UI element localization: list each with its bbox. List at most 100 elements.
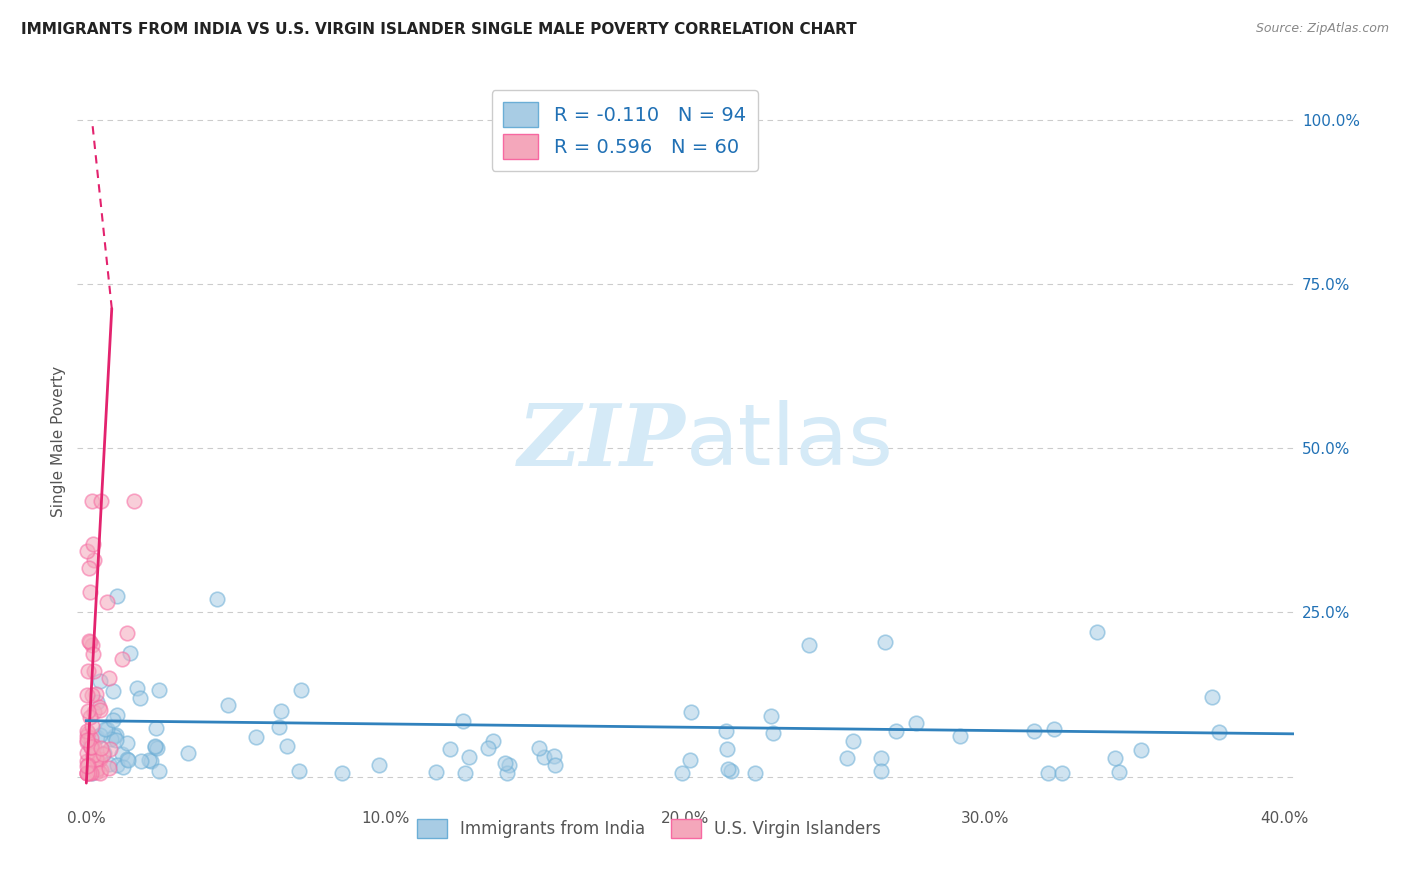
Point [544, 758, 567, 772]
Text: atlas: atlas [686, 400, 893, 483]
Point [1042, 722, 1064, 736]
Point [762, 726, 785, 740]
Point [84, 764, 107, 779]
Point [94, 722, 117, 736]
Point [86, 695, 108, 709]
Point [1038, 766, 1060, 780]
Point [842, 733, 865, 747]
Point [76, 759, 98, 773]
Point [1052, 766, 1074, 780]
Point [82, 537, 104, 551]
Point [77, 664, 100, 678]
Point [720, 764, 742, 778]
Point [80, 739, 103, 753]
Point [129, 754, 152, 768]
Point [111, 652, 134, 666]
Point [89, 728, 111, 742]
Point [267, 720, 290, 734]
Point [148, 764, 170, 778]
Point [716, 742, 738, 756]
Point [105, 707, 128, 722]
Point [761, 709, 783, 723]
Point [104, 728, 127, 742]
Point [103, 713, 125, 727]
Point [90, 740, 112, 755]
Point [79, 731, 101, 745]
Point [89, 703, 111, 717]
Text: ZIP: ZIP [517, 400, 686, 483]
Point [276, 739, 298, 754]
Point [89, 752, 111, 766]
Point [107, 589, 129, 603]
Point [115, 626, 138, 640]
Point [77, 726, 100, 740]
Point [498, 758, 520, 772]
Point [97, 671, 120, 685]
Point [875, 634, 897, 648]
Point [138, 753, 160, 767]
Point [86, 730, 108, 744]
Point [89, 766, 111, 780]
Point [86, 754, 108, 768]
Point [870, 764, 893, 778]
Point [949, 729, 972, 743]
Point [714, 723, 737, 738]
Point [82, 747, 104, 762]
Point [458, 750, 481, 764]
Point [76, 766, 98, 780]
Point [82, 719, 104, 733]
Point [76, 732, 98, 747]
Point [115, 736, 138, 750]
Point [477, 741, 499, 756]
Point [245, 731, 267, 745]
Point [905, 715, 928, 730]
Point [84, 756, 107, 770]
Point [145, 721, 167, 735]
Point [122, 493, 145, 508]
Point [177, 747, 200, 761]
Point [543, 749, 565, 764]
Point [83, 664, 105, 678]
Point [288, 764, 311, 779]
Point [89, 673, 111, 688]
Point [96, 595, 118, 609]
Point [76, 766, 98, 780]
Point [77, 766, 100, 780]
Point [76, 766, 98, 780]
Point [1024, 723, 1046, 738]
Y-axis label: Single Male Poverty: Single Male Poverty [51, 366, 66, 517]
Point [100, 742, 122, 756]
Point [76, 754, 98, 768]
Point [425, 764, 447, 779]
Point [270, 704, 292, 718]
Point [482, 733, 505, 747]
Point [83, 553, 105, 567]
Point [837, 750, 859, 764]
Point [533, 749, 555, 764]
Point [148, 683, 170, 698]
Point [1208, 725, 1230, 739]
Point [1108, 764, 1130, 779]
Point [82, 493, 104, 508]
Point [129, 690, 152, 705]
Point [139, 754, 162, 768]
Point [205, 592, 228, 607]
Point [77, 560, 100, 574]
Point [527, 740, 550, 755]
Point [1201, 690, 1223, 705]
Point [127, 681, 149, 695]
Point [79, 738, 101, 752]
Point [79, 584, 101, 599]
Point [217, 698, 239, 712]
Point [87, 700, 110, 714]
Point [290, 683, 312, 698]
Point [79, 634, 101, 648]
Point [77, 758, 100, 772]
Text: Source: ZipAtlas.com: Source: ZipAtlas.com [1256, 22, 1389, 36]
Point [143, 739, 166, 754]
Point [367, 757, 389, 772]
Point [76, 735, 98, 749]
Point [90, 763, 112, 777]
Point [76, 729, 98, 743]
Point [717, 762, 740, 776]
